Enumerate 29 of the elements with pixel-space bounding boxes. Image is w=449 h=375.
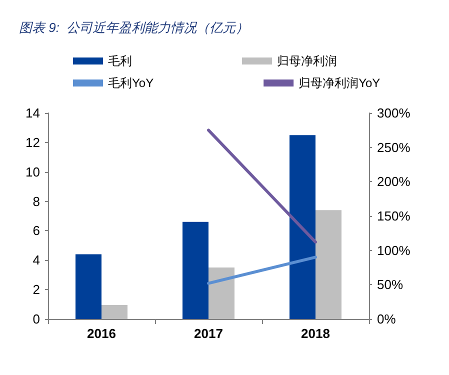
- y-tick-label: 2: [32, 282, 40, 298]
- legend-label: 归母净利润: [277, 54, 337, 68]
- y2-tick-label: 300%: [377, 106, 411, 120]
- y-tick-label: 10: [26, 164, 40, 180]
- y-tick-label: 4: [32, 252, 40, 268]
- bar: [76, 254, 102, 319]
- y-tick-label: 0: [32, 312, 40, 326]
- x-tick-label: 2017: [194, 326, 223, 341]
- y-tick-label: 14: [26, 106, 40, 120]
- chart-title: 图表 9: 公司近年盈利能力情况（亿元）: [19, 20, 249, 35]
- y2-tick-label: 100%: [377, 242, 411, 258]
- x-tick-label: 2016: [87, 326, 116, 341]
- y2-tick-label: 150%: [377, 208, 411, 224]
- y2-tick-label: 50%: [377, 277, 404, 292]
- y2-tick-label: 250%: [377, 140, 411, 155]
- legend-label: 归母净利润YoY: [298, 76, 380, 90]
- x-tick-label: 2018: [301, 326, 330, 341]
- bar: [208, 268, 234, 319]
- legend-label: 毛利: [108, 54, 132, 68]
- y2-tick-label: 0%: [377, 312, 396, 326]
- y2-tick-label: 200%: [377, 174, 411, 190]
- bar: [316, 210, 342, 319]
- legend-label: 毛利YoY: [108, 76, 154, 90]
- y-tick-label: 8: [32, 194, 40, 209]
- y-tick-label: 12: [26, 134, 40, 150]
- bar: [290, 135, 316, 319]
- bar: [102, 305, 128, 319]
- y-tick-label: 6: [32, 223, 40, 238]
- bar: [182, 222, 208, 319]
